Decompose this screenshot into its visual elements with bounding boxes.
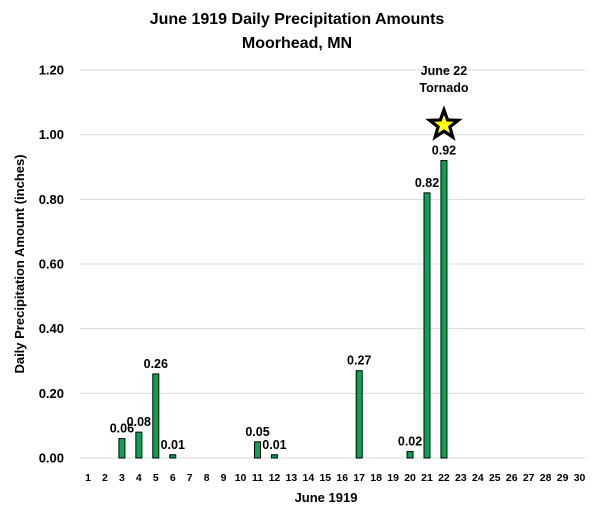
annotation-text: Tornado (419, 81, 468, 95)
data-label: 0.92 (432, 144, 456, 158)
x-tick-label: 17 (353, 472, 365, 484)
bar-day-17 (355, 370, 363, 459)
x-tick-label: 18 (370, 472, 382, 484)
x-tick-label: 13 (286, 472, 298, 484)
x-tick-label: 3 (119, 472, 125, 484)
tornado-annotation: June 22 Tornado (419, 64, 469, 141)
bar-day-20 (406, 451, 414, 459)
data-label: 0.01 (161, 438, 185, 452)
bar-day-5 (152, 373, 160, 459)
x-axis-ticks: 1 2 3 4 5 6 7 8 9 10 11 12 13 14 15 16 17 18 19 20 21 22 23 24 2… (85, 472, 585, 484)
bar-day-12 (270, 454, 278, 459)
y-tick-label: 1.00 (39, 127, 64, 142)
x-tick-label: 29 (557, 472, 569, 484)
bar-day-21 (423, 192, 431, 459)
chart-subtitle: Moorhead, MN (242, 35, 352, 52)
y-tick-label: 1.20 (39, 63, 64, 78)
x-tick-label: 9 (221, 472, 227, 484)
star-icon (425, 105, 463, 141)
x-tick-label: 19 (387, 472, 399, 484)
annotation-text: June 22 (421, 64, 468, 78)
y-tick-label: 0.40 (39, 321, 64, 336)
x-axis-title: June 1919 (295, 490, 358, 505)
x-tick-label: 4 (136, 472, 142, 484)
x-tick-label: 24 (472, 472, 484, 484)
x-tick-label: 8 (204, 472, 210, 484)
x-tick-label: 6 (170, 472, 176, 484)
x-tick-label: 26 (506, 472, 518, 484)
x-tick-label: 5 (153, 472, 159, 484)
y-axis-ticks: 0.00 0.20 0.40 0.60 0.80 1.00 1.20 (39, 63, 64, 466)
x-tick-label: 2 (102, 472, 108, 484)
bar-day-6 (169, 454, 177, 459)
x-tick-label: 10 (235, 472, 247, 484)
y-tick-label: 0.60 (39, 257, 64, 272)
y-axis-title: Daily Precipitation Amount (inches) (12, 154, 27, 373)
x-tick-label: 7 (187, 472, 193, 484)
x-tick-label: 25 (489, 472, 501, 484)
bars (118, 160, 448, 459)
x-tick-label: 1 (85, 472, 91, 484)
x-tick-label: 15 (319, 472, 331, 484)
x-tick-label: 21 (421, 472, 433, 484)
x-tick-label: 16 (336, 472, 348, 484)
x-tick-label: 14 (303, 472, 315, 484)
x-tick-label: 28 (540, 472, 552, 484)
data-label: 0.27 (347, 354, 371, 368)
data-label: 0.05 (245, 425, 269, 439)
x-tick-label: 27 (523, 472, 535, 484)
data-label: 0.01 (262, 438, 286, 452)
y-tick-label: 0.80 (39, 192, 64, 207)
bar-day-3 (118, 438, 126, 459)
data-label: 0.26 (144, 357, 168, 371)
gridlines (80, 69, 585, 459)
data-label: 0.02 (398, 435, 422, 449)
x-tick-label: 30 (574, 472, 586, 484)
data-labels: 0.060.080.260.010.050.010.270.020.820.92 (110, 144, 456, 452)
data-label: 0.06 (110, 422, 134, 436)
x-tick-label: 12 (269, 472, 281, 484)
y-tick-label: 0.00 (39, 451, 64, 466)
x-tick-label: 20 (404, 472, 416, 484)
x-tick-label: 23 (455, 472, 467, 484)
x-tick-label: 11 (252, 472, 263, 484)
x-tick-label: 22 (438, 472, 450, 484)
chart-title: June 1919 Daily Precipitation Amounts (150, 11, 445, 28)
y-tick-label: 0.20 (39, 386, 64, 401)
bar-day-22 (440, 160, 448, 459)
bar-day-11 (254, 441, 261, 459)
data-label: 0.82 (415, 176, 439, 190)
bar-day-4 (135, 431, 143, 459)
data-label: 0.08 (127, 415, 151, 429)
